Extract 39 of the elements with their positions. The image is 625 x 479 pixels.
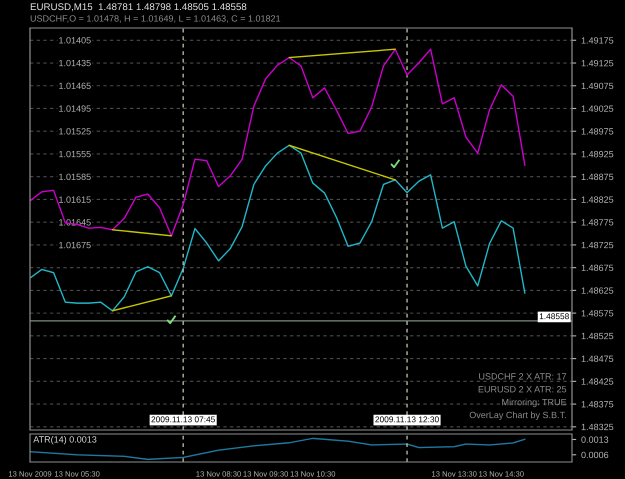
y2-tick-label: 1.01405	[59, 37, 91, 44]
y-tick-label: 1.48625	[582, 287, 614, 294]
y-tick-label: 1.48675	[582, 264, 614, 272]
y2-tick-label: 1.01435	[59, 60, 91, 66]
annotation: USDCHF 2 X ATR: 17	[479, 373, 566, 380]
y2-tick-label: 1.01555	[59, 150, 91, 158]
y2-tick-label: 1.01585	[59, 174, 91, 180]
y-tick-label: 1.48375	[582, 401, 614, 408]
y-tick-label: 1.48975	[582, 128, 614, 135]
y-tick-label: 1.48475	[582, 356, 614, 362]
ref-line-label: 1.48558	[540, 313, 569, 320]
y-tick-label: 1.48325	[582, 424, 614, 430]
y-tick-label: 1.48875	[582, 174, 614, 180]
y-tick-label: 1.49025	[582, 105, 614, 112]
y-tick-label: 1.49175	[582, 37, 614, 44]
y2-tick-label: 1.01675	[59, 242, 91, 248]
ref-line-label: 2009.11.13 12:30	[375, 416, 439, 422]
y-tick-label: 1.48525	[582, 332, 614, 340]
y-tick-label: 1.49075	[582, 82, 614, 90]
y2-tick-label: 1.01615	[59, 196, 91, 203]
chart-subtitle: USDCHF,O = 1.01478, H = 1.01649, L = 1.01463, C = 1.01821	[30, 15, 280, 23]
annotation: EURUSD 2 X ATR: 25	[478, 386, 566, 392]
y2-tick-label: 1.01495	[59, 105, 91, 112]
chart-title: EURUSD,M15 1.48781 1.48798 1.48505 1.48558	[30, 3, 246, 12]
y-tick-label: 0.0006	[581, 452, 608, 458]
annotation: OverLay Chart by S.B.T.	[470, 412, 566, 420]
chart-title: ATR(14) 0.0013	[33, 436, 96, 444]
y-tick-label: 1.48775	[582, 219, 614, 226]
y-tick-label: 1.48725	[582, 242, 614, 248]
y2-tick-label: 1.01525	[59, 128, 91, 135]
y-tick-label: 1.48925	[582, 150, 614, 158]
y-tick-label: 1.48575	[582, 310, 614, 316]
y-tick-label: 1.48825	[582, 196, 614, 203]
ref-line-label: 2009.11.13 07:45	[151, 416, 215, 422]
y-tick-label: 0.0013	[581, 436, 608, 443]
y-tick-label: 1.49125	[582, 60, 614, 66]
y2-tick-label: 1.01465	[59, 82, 91, 90]
annotation: Mirroring: TRUE	[502, 398, 566, 408]
y-tick-label: 1.48425	[582, 378, 614, 385]
